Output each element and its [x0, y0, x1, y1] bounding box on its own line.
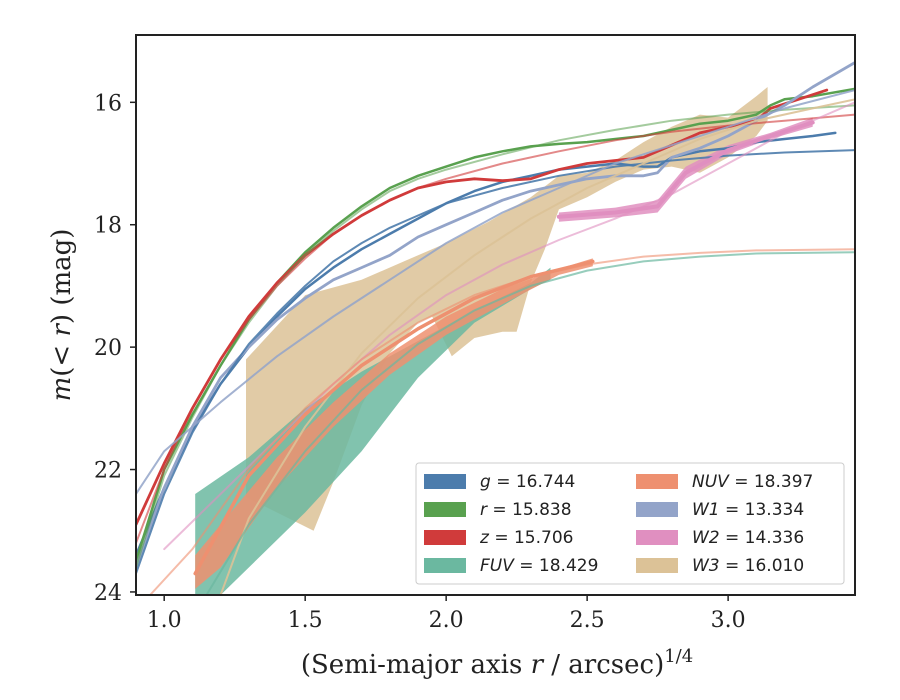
series-nuv-fit-line — [149, 248, 855, 595]
x-tick-label: 2.5 — [570, 608, 605, 633]
legend-swatch-nuv — [636, 474, 678, 489]
series-layer — [136, 61, 855, 595]
legend-swatch-w1 — [636, 502, 678, 517]
ticks-layer: 1.0 1.5 2.0 2.5 3.0 16 18 20 22 24 — [94, 91, 746, 633]
legend: g = 16.744 r = 15.838 z = 15.706 FUV = 18.4… — [415, 462, 845, 585]
series-w2-line-line — [556, 120, 815, 219]
y-tick-label: 24 — [94, 581, 122, 606]
legend-label-r: r = 15.838 — [480, 500, 572, 520]
series-fuv-fit-line — [205, 251, 855, 595]
legend-swatch-w3 — [636, 558, 678, 573]
series-nuv-line-line — [193, 259, 595, 576]
x-tick-label: 3.0 — [711, 608, 746, 633]
series-z-fit-line — [136, 113, 855, 544]
series-g-fit-line — [136, 149, 855, 575]
y-tick-label: 22 — [94, 459, 122, 484]
legend-label-w2: W2 = 14.336 — [692, 528, 804, 548]
series-r-fit-line — [136, 104, 855, 569]
legend-swatch-g — [424, 474, 466, 489]
y-tick-label: 16 — [94, 91, 122, 116]
legend-label-w3: W3 = 16.010 — [692, 556, 804, 576]
series-w3-band — [246, 87, 768, 531]
x-tick-label: 2.0 — [429, 608, 464, 633]
series-w1-line — [136, 61, 855, 569]
x-tick-label: 1.5 — [288, 608, 323, 633]
series-w1-fit-line — [136, 89, 855, 495]
legend-frame — [415, 462, 845, 585]
y-tick-label: 20 — [94, 336, 122, 361]
series-w3-fit-line — [219, 98, 855, 595]
y-axis-label: m(< r) (mag) — [47, 229, 77, 402]
x-axis-label: (Semi-major axis r / arcsec)1/4 — [301, 646, 693, 680]
x-tick-label: 1.0 — [147, 608, 182, 633]
y-tick-label: 18 — [94, 214, 122, 239]
legend-swatch-r — [424, 502, 466, 517]
legend-label-nuv: NUV = 18.397 — [692, 472, 813, 492]
legend-swatch-w2 — [636, 530, 678, 545]
legend-label-fuv: FUV = 18.429 — [480, 556, 598, 576]
legend-swatch-z — [424, 530, 466, 545]
legend-label-g: g = 16.744 — [480, 472, 575, 492]
plot-frame — [135, 34, 856, 596]
legend-swatch-fuv — [424, 558, 466, 573]
legend-label-w1: W1 = 13.334 — [692, 500, 804, 520]
series-fuv-band — [195, 267, 551, 595]
legend-label-z: z = 15.706 — [479, 528, 573, 548]
